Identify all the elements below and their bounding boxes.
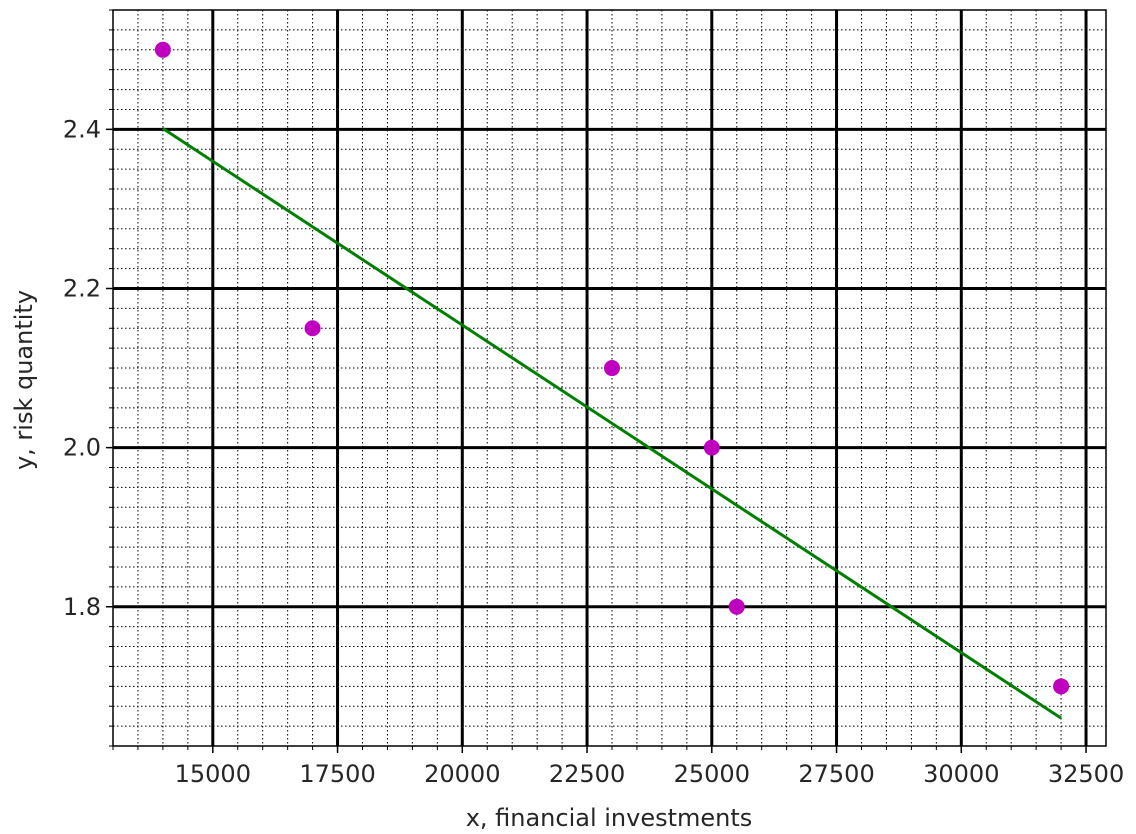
data-point bbox=[1053, 678, 1070, 695]
data-point bbox=[304, 320, 321, 337]
x-axis-label: x, financial investments bbox=[466, 804, 753, 832]
x-tick-label: 15000 bbox=[175, 760, 251, 788]
y-axis-ticks: 1.8 2.0 2.2 2.4 bbox=[63, 9, 113, 747]
x-tick-label: 27500 bbox=[798, 760, 874, 788]
data-point bbox=[154, 41, 171, 58]
data-point bbox=[703, 439, 720, 456]
y-tick-label: 1.8 bbox=[63, 593, 101, 621]
data-point bbox=[728, 598, 745, 615]
x-tick-label: 20000 bbox=[424, 760, 500, 788]
y-tick-label: 2.4 bbox=[63, 115, 101, 143]
y-axis-label: y, risk quantity bbox=[10, 290, 38, 470]
x-tick-label: 22500 bbox=[549, 760, 625, 788]
x-tick-label: 30000 bbox=[923, 760, 999, 788]
x-tick-label: 25000 bbox=[674, 760, 750, 788]
data-point bbox=[603, 360, 620, 377]
x-tick-label: 17500 bbox=[299, 760, 375, 788]
plot-frame bbox=[112, 9, 1107, 747]
y-tick-label: 2.0 bbox=[63, 434, 101, 462]
plot-series bbox=[154, 41, 1070, 720]
x-axis-ticks: 15000 17500 20000 22500 25000 27500 30000 32500 bbox=[112, 746, 1124, 788]
regression-line bbox=[162, 127, 1062, 720]
y-tick-label: 2.2 bbox=[63, 274, 101, 302]
x-tick-label: 32500 bbox=[1048, 760, 1124, 788]
major-grid bbox=[113, 10, 1106, 746]
